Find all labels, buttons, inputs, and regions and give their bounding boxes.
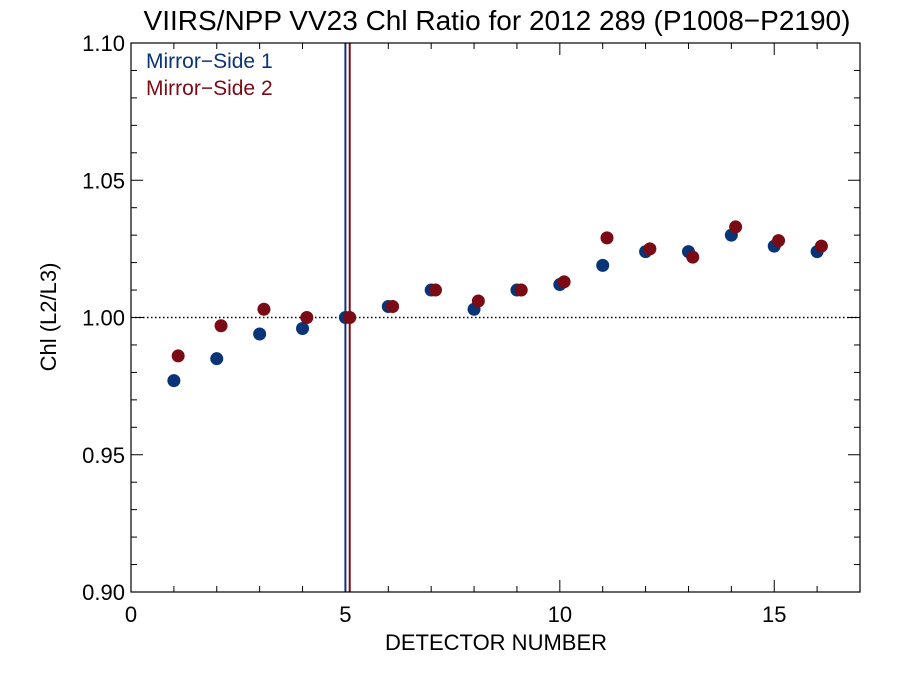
mirror-side-2-point [428, 283, 442, 297]
mirror-side-2-point [772, 234, 786, 248]
mirror-side-1-point [296, 321, 310, 335]
legend: Mirror−Side 1 Mirror−Side 2 [146, 50, 273, 100]
x-tick-label: 5 [339, 602, 351, 627]
mirror-side-1-point [253, 327, 267, 341]
axis-ticks: 0 5 10 15 0.90 0.95 1.00 1.05 1.10 [82, 31, 861, 627]
x-tick-label: 10 [548, 602, 572, 627]
mirror-side-2-point [214, 319, 228, 333]
mirror-side-2-point [729, 220, 743, 234]
mirror-side-2-point [557, 275, 571, 289]
mirror-side-2-point [171, 349, 185, 363]
y-tick-label: 1.05 [82, 168, 125, 193]
mirror-side-2-point [386, 300, 400, 314]
y-tick-label: 1.00 [82, 306, 125, 331]
y-tick-label: 1.10 [82, 31, 125, 56]
mirror-side-1-point [167, 374, 181, 388]
mirror-side-2-point [343, 311, 357, 324]
mirror-side-2-point [300, 311, 314, 324]
x-axis-label: DETECTOR NUMBER [385, 630, 607, 655]
mirror-side-2-point [257, 302, 271, 316]
mirror-side-2-point [471, 294, 485, 308]
plot-frame [130, 42, 861, 593]
mirror-side-2-point [600, 231, 614, 245]
mirror-side-2-point [686, 250, 700, 264]
legend-entry: Mirror−Side 1 [146, 50, 273, 73]
y-axis-label: Chl (L2/L3) [36, 263, 61, 372]
x-tick-label: 0 [125, 602, 137, 627]
mirror-side-2-point [514, 283, 528, 297]
y-tick-label: 0.95 [82, 443, 125, 468]
legend-entry: Mirror−Side 2 [146, 77, 273, 100]
mirror-side-1-point [596, 258, 610, 272]
mirror-side-2-point [643, 242, 657, 256]
x-tick-label: 15 [762, 602, 786, 627]
y-tick-label: 0.90 [82, 580, 125, 605]
mirror-side-1-point [210, 352, 224, 366]
mirror-side-2-point [814, 239, 828, 253]
data-points [167, 220, 828, 388]
chart-title: VIIRS/NPP VV23 Chl Ratio for 2012 289 (P… [144, 5, 851, 36]
